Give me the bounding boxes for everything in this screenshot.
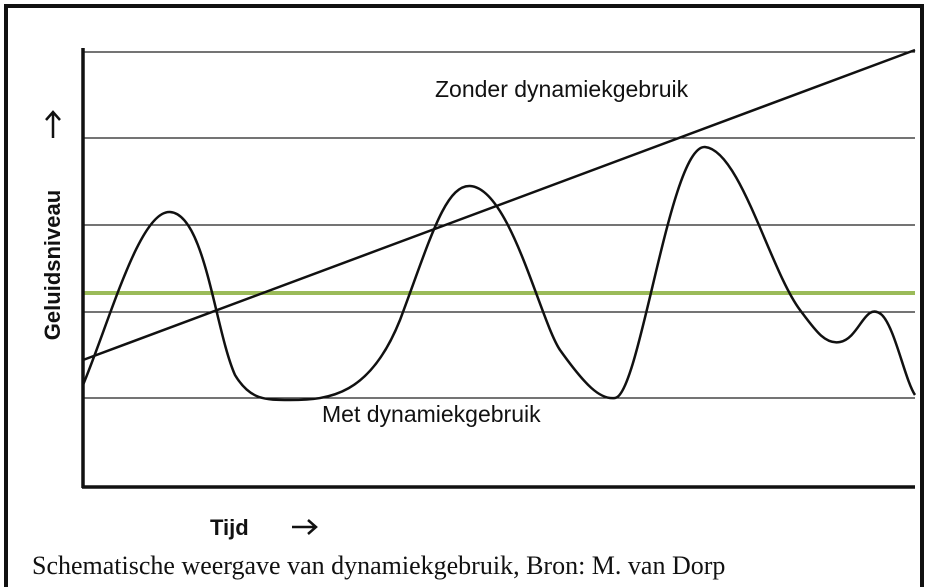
grid bbox=[83, 51, 915, 399]
line-label: Met dynamiekgebruik bbox=[322, 401, 541, 427]
y-arrow bbox=[45, 110, 61, 138]
x-axis-label: Tijd bbox=[210, 515, 249, 540]
y-axis-label: Geluidsniveau bbox=[40, 190, 65, 340]
linear-line bbox=[82, 48, 916, 362]
dynamic-curve bbox=[81, 145, 917, 402]
line-label: Zonder dynamiekgebruik bbox=[435, 76, 689, 102]
x-arrow bbox=[292, 519, 318, 535]
frame bbox=[4, 4, 924, 587]
caption: Schematische weergave van dynamiekgebrui… bbox=[32, 551, 725, 580]
